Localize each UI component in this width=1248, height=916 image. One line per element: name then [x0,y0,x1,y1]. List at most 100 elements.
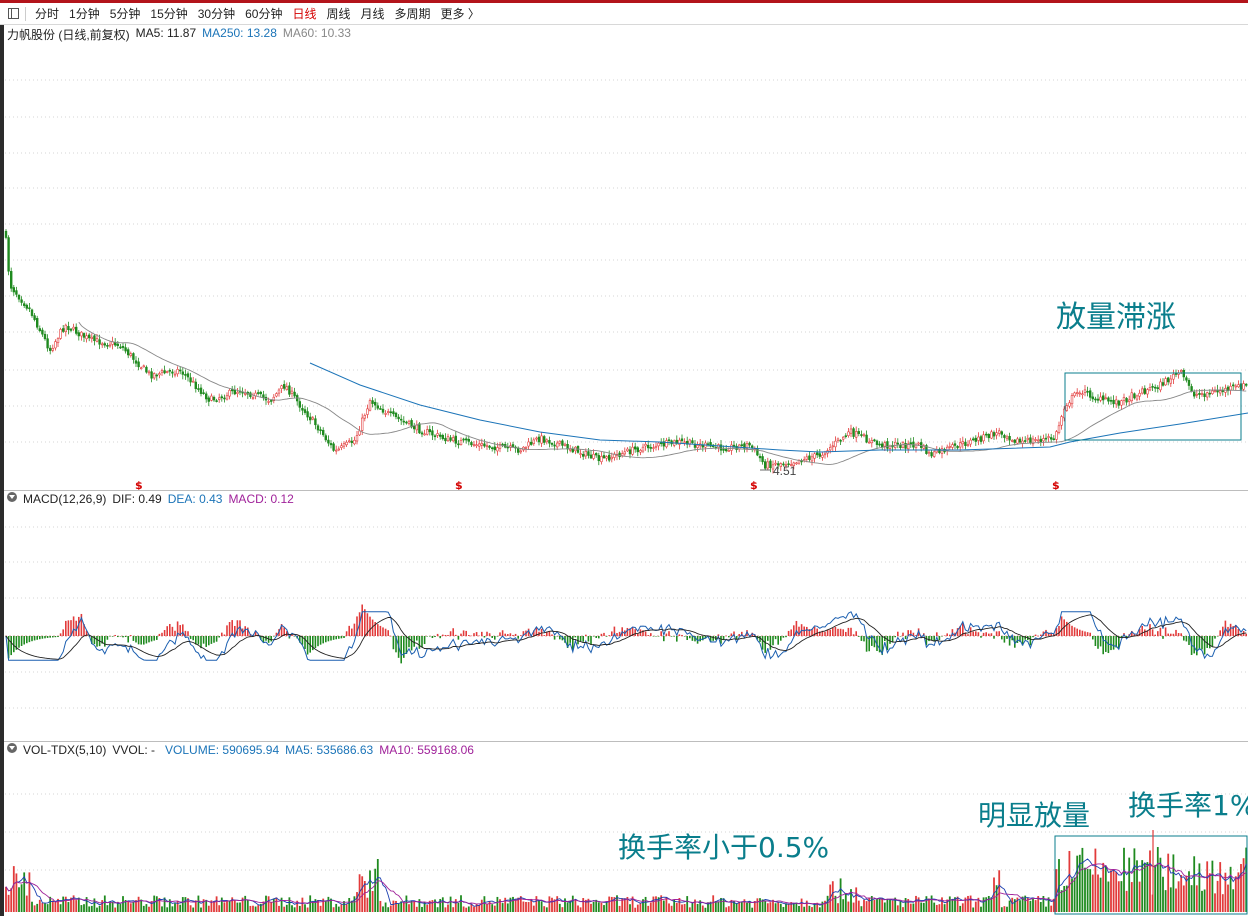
volume-bar [197,895,200,912]
macd-bar [613,626,616,636]
candle-body [831,445,835,448]
macd-bar [735,636,738,640]
macd-bar [239,620,241,636]
tab-daily[interactable]: 日线 [292,7,317,21]
volume-bar [1190,885,1193,912]
volume-bar [392,900,395,912]
volume-bar [447,904,449,912]
collapse-icon[interactable] [7,492,17,502]
volume-bar [275,897,278,912]
volume-bar [75,900,78,912]
panel-toggle-icon[interactable] [8,8,19,19]
macd-bar [153,636,155,641]
candle-body [1206,392,1209,398]
macd-bar [761,636,764,650]
candle-body [93,335,96,342]
macd-bar [465,630,467,636]
macd-bar [72,616,75,636]
macd-bar [481,631,483,636]
candle-body [225,395,229,400]
tab-weekly[interactable]: 周线 [326,7,351,21]
volume-bar [1242,858,1245,912]
macd-bar [231,620,233,636]
macd-bar [889,636,891,644]
macd-bar [119,636,122,637]
macd-bar [286,631,288,636]
macd-bar [933,636,935,641]
candle-body [984,433,988,436]
tab-more[interactable]: 更多 〉 [440,7,480,21]
macd-bar [795,620,798,636]
volume-bar [670,905,673,912]
volume-bar [215,896,218,912]
macd-bar [390,635,392,637]
tab-30min[interactable]: 30分钟 [197,7,236,21]
volume-bar [314,899,317,912]
candle-body [282,384,286,389]
volume-bar [1125,890,1128,912]
volume-bar [1021,896,1024,912]
macd-bar [364,609,366,636]
candle-body [857,431,861,434]
volume-bar [709,901,712,912]
macd-bar [946,633,948,636]
volume-bar [1104,865,1107,912]
tab-intraday[interactable]: 分时 [35,7,60,21]
tab-multi-period[interactable]: 多周期 [394,7,431,21]
volume-bar [982,897,985,912]
candle-body [511,444,515,447]
volume-bar [798,905,800,912]
volume-bar [434,899,436,912]
macd-bar [117,636,119,638]
volume-bar [85,897,88,912]
volume-bar [1089,869,1092,912]
macd-bar [579,636,582,642]
candle-body [376,405,379,409]
macd-bar [993,636,995,639]
macd-bar [813,626,816,636]
macd-bar [371,619,374,636]
candle-body [363,415,366,419]
collapse-icon[interactable] [7,743,17,753]
macd-bar [1211,636,1214,647]
volume-bar [1026,897,1029,912]
volume-bar [356,892,358,912]
macd-bar [436,633,439,636]
candle-body [974,437,978,442]
macd-bar [408,636,410,648]
candle-body [30,309,34,316]
volume-bar [816,902,819,912]
macd-bar [449,631,452,636]
macd-bar [891,636,894,643]
macd-bar [15,636,18,650]
volume-bar [311,901,314,912]
volume-bar [280,897,283,912]
tab-1min[interactable]: 1分钟 [69,7,100,21]
volume-bar [397,903,400,912]
macd-bar [790,629,792,636]
candle-body [680,438,684,441]
candle-body [355,435,359,442]
candle-body [88,334,91,339]
macd-bar [1144,629,1146,636]
volume-bar [366,897,369,912]
volume-bar [691,903,694,912]
macd-bar [1037,635,1039,637]
candle-body [215,400,218,402]
volume-bar [1237,872,1240,912]
tab-60min[interactable]: 60分钟 [245,7,283,21]
macd-bar [1133,633,1136,636]
volume-bar [444,907,447,912]
volume-surge-box [1054,835,1248,915]
tab-5min[interactable]: 5分钟 [109,7,141,21]
candle-body [787,463,790,466]
volume-bar [1034,900,1037,912]
candle-body [415,424,418,431]
candle-body [228,389,231,397]
tab-monthly[interactable]: 月线 [360,7,385,21]
candle-body [449,437,452,441]
tab-15min[interactable]: 15分钟 [150,7,188,21]
macd-bar [709,636,712,642]
candle-body [1159,381,1162,391]
macd-bar [1034,634,1037,636]
